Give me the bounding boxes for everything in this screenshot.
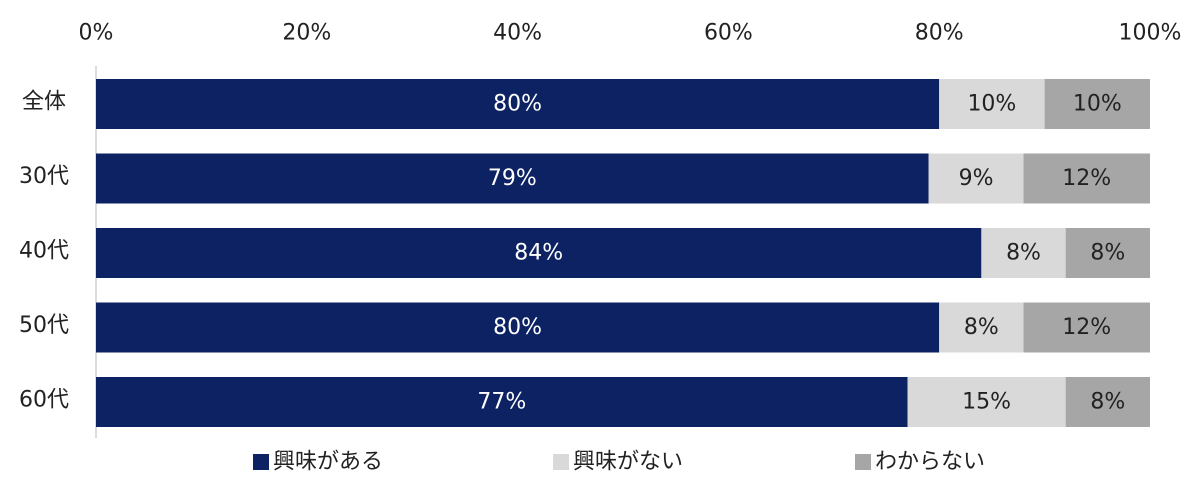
bar-segment — [96, 228, 982, 278]
bar-row: 84% 8% 8% — [96, 228, 1150, 278]
category-labels: 全体 30代 40代 50代 60代 — [19, 90, 69, 413]
legend-label: 興味がある — [273, 450, 383, 475]
data-label: 79% — [488, 166, 537, 191]
data-label: 80% — [493, 92, 542, 117]
data-label: 15% — [962, 390, 1011, 415]
data-label: 10% — [967, 92, 1016, 117]
legend-swatch — [855, 454, 871, 470]
data-label: 8% — [1006, 241, 1041, 266]
legend-item: わからない — [855, 450, 985, 475]
legend-label: 興味がない — [573, 450, 683, 475]
x-tick-label: 60% — [704, 21, 753, 46]
category-label: 50代 — [19, 313, 69, 338]
bar-segment — [1044, 79, 1150, 129]
data-label: 77% — [477, 390, 526, 415]
x-tick-label: 80% — [915, 21, 964, 46]
bar-segment — [1065, 377, 1150, 427]
data-label: 8% — [1090, 390, 1125, 415]
bar-segment — [96, 153, 929, 204]
bar-segment — [939, 79, 1045, 129]
x-axis-ticks: 0% 20% 40% 60% 80% 100% — [79, 21, 1182, 46]
data-label: 9% — [959, 166, 994, 191]
category-label: 30代 — [19, 164, 69, 189]
bars: 80% 10% 10% 79% 9% 12% 84% 8% 8% 80% 8% 12% 77% 15% 8% — [96, 79, 1150, 427]
legend-item: 興味がない — [553, 450, 683, 475]
bar-row: 80% 10% 10% — [96, 79, 1150, 129]
category-label: 40代 — [19, 239, 69, 264]
data-label: 12% — [1062, 166, 1111, 191]
bar-segment — [96, 377, 908, 427]
bar-row: 79% 9% 12% — [96, 153, 1150, 204]
bar-segment — [1065, 228, 1150, 278]
x-tick-label: 100% — [1119, 21, 1182, 46]
bar-segment — [981, 228, 1066, 278]
bar-row: 80% 8% 12% — [96, 302, 1150, 353]
bar-segment — [1023, 153, 1150, 204]
bar-segment — [96, 302, 940, 353]
x-tick-label: 20% — [282, 21, 331, 46]
data-label: 84% — [514, 241, 563, 266]
category-label: 60代 — [19, 388, 69, 413]
data-label: 8% — [1090, 241, 1125, 266]
legend-swatch — [253, 454, 269, 470]
bar-segment — [1023, 302, 1150, 353]
category-label: 全体 — [22, 90, 66, 115]
legend-label: わからない — [875, 450, 985, 475]
bar-segment — [907, 377, 1066, 427]
legend-swatch — [553, 454, 569, 470]
data-label: 8% — [964, 315, 999, 340]
data-label: 10% — [1073, 92, 1122, 117]
bar-segment — [928, 153, 1024, 204]
x-tick-label: 40% — [493, 21, 542, 46]
legend-item: 興味がある — [253, 450, 383, 475]
data-label: 80% — [493, 315, 542, 340]
x-tick-label: 0% — [79, 21, 114, 46]
bar-row: 77% 15% 8% — [96, 377, 1150, 427]
data-label: 12% — [1062, 315, 1111, 340]
bar-segment — [96, 79, 940, 129]
bar-segment — [939, 302, 1024, 353]
legend: 興味がある 興味がない わからない — [253, 450, 985, 475]
